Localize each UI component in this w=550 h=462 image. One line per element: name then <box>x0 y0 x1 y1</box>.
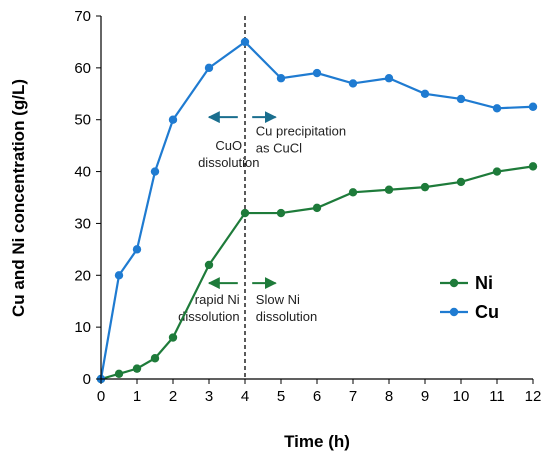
legend: Ni Cu <box>440 273 499 322</box>
data-point <box>348 79 358 88</box>
data-point <box>492 104 502 113</box>
x-tick-label: 12 <box>525 388 542 405</box>
x-tick-label: 7 <box>349 388 357 405</box>
series-lines <box>96 37 538 384</box>
data-point <box>528 162 538 171</box>
data-point <box>150 167 160 176</box>
data-point <box>114 271 124 280</box>
data-point <box>168 333 178 342</box>
legend-label: Cu <box>475 302 499 322</box>
data-point <box>456 94 466 104</box>
annotation-text: Cu precipitation as CuCl <box>256 123 346 155</box>
annotation-text: rapid Ni dissolution <box>178 292 240 324</box>
data-point <box>420 182 430 192</box>
y-tick-label: 30 <box>74 215 91 232</box>
y-tick-label: 40 <box>74 164 91 181</box>
x-tick-label: 11 <box>489 388 505 405</box>
data-point <box>348 188 358 197</box>
x-tick-label: 2 <box>169 388 177 405</box>
data-point <box>132 245 142 254</box>
x-tick-label: 10 <box>453 388 470 405</box>
x-tick-label: 9 <box>421 388 429 405</box>
data-point <box>492 167 502 176</box>
y-axis-title: Cu and Ni concentration (g/L) <box>9 79 28 317</box>
data-point <box>204 63 214 73</box>
data-point <box>132 364 142 373</box>
x-axis-title: Time (h) <box>284 432 350 451</box>
data-point <box>384 185 394 194</box>
x-tick-label: 4 <box>241 388 249 405</box>
y-tick-label: 10 <box>74 319 91 336</box>
data-point <box>276 208 286 218</box>
legend-item-ni: Ni <box>440 273 493 293</box>
data-point <box>114 369 124 379</box>
y-tick-label: 20 <box>74 267 91 284</box>
data-point <box>276 74 286 83</box>
data-point <box>168 115 178 124</box>
y-tick-label: 70 <box>74 8 91 25</box>
data-point <box>240 37 250 47</box>
y-tick-label: 0 <box>83 371 91 388</box>
y-tick-label: 60 <box>74 60 91 77</box>
x-tick-label: 8 <box>385 388 393 405</box>
x-tick-label: 3 <box>205 388 213 405</box>
data-point <box>420 89 430 98</box>
annotation-text: Slow Ni dissolution <box>256 292 317 324</box>
x-tick-label: 5 <box>277 388 285 405</box>
legend-marker <box>449 307 459 317</box>
legend-label: Ni <box>475 273 493 293</box>
data-point <box>384 74 394 83</box>
data-point <box>456 177 466 187</box>
series-ni <box>96 162 538 384</box>
x-tick-label: 0 <box>97 388 105 405</box>
data-point <box>204 260 214 270</box>
series-cu <box>96 37 538 384</box>
y-tick-label: 50 <box>74 112 91 129</box>
data-point <box>312 68 322 78</box>
data-point <box>312 203 322 213</box>
data-point <box>150 354 160 363</box>
x-tick-label: 1 <box>133 388 141 405</box>
data-point <box>528 102 538 111</box>
legend-item-cu: Cu <box>440 302 499 322</box>
legend-marker <box>449 278 459 288</box>
data-point <box>240 208 250 218</box>
annotation-text: CuO dissolution <box>198 138 259 170</box>
x-tick-label: 6 <box>313 388 321 405</box>
series-line <box>100 165 534 381</box>
